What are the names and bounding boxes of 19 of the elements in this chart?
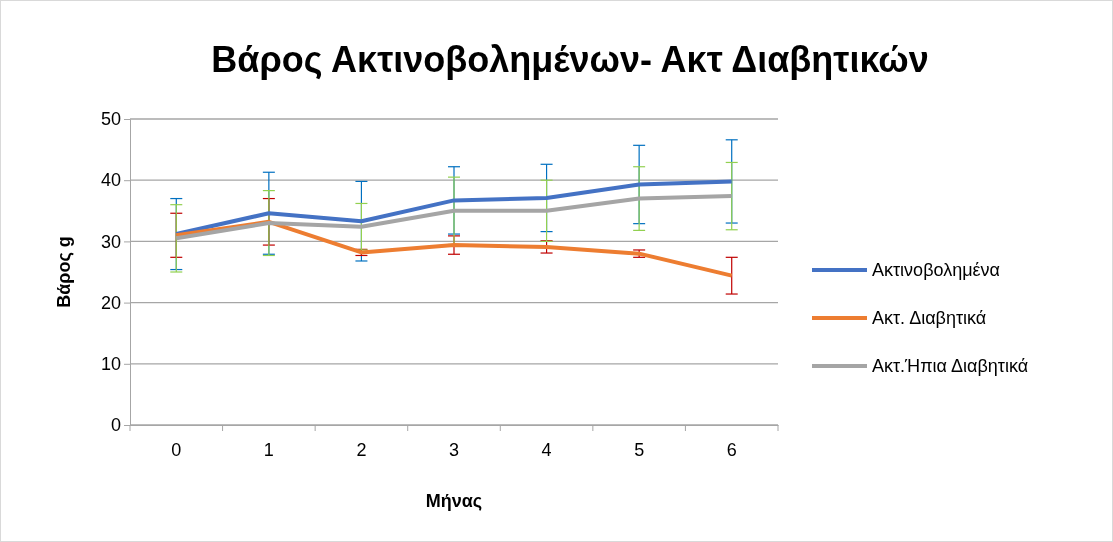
- x-tick-label: 3: [448, 439, 460, 460]
- y-tick-label: 50: [100, 109, 121, 130]
- x-tick-label: 4: [541, 439, 552, 460]
- x-tick-label: 1: [263, 439, 274, 460]
- legend-label: Ακτ. Διαβητικά: [872, 308, 987, 328]
- legend-label: Ακτινοβολημένα: [872, 260, 1000, 280]
- x-tick-label: 5: [634, 439, 645, 460]
- y-axis-title: Βάρος g: [54, 236, 74, 308]
- y-tick-label: 20: [100, 292, 121, 313]
- y-tick-label: 30: [100, 231, 121, 252]
- y-tick-label: 10: [100, 354, 121, 375]
- x-tick-label: 2: [356, 439, 367, 460]
- x-tick-label: 0: [171, 439, 182, 460]
- legend-label: Ακτ.Ήπια Διαβητικά: [872, 356, 1029, 376]
- y-tick-label: 40: [100, 170, 121, 191]
- chart-title: Βάρος Ακτινοβολημένων- Ακτ Διαβητικών: [211, 39, 929, 80]
- x-axis-title: Μήνας: [425, 491, 483, 511]
- x-tick-label: 6: [726, 439, 737, 460]
- y-tick-label: 0: [110, 415, 121, 436]
